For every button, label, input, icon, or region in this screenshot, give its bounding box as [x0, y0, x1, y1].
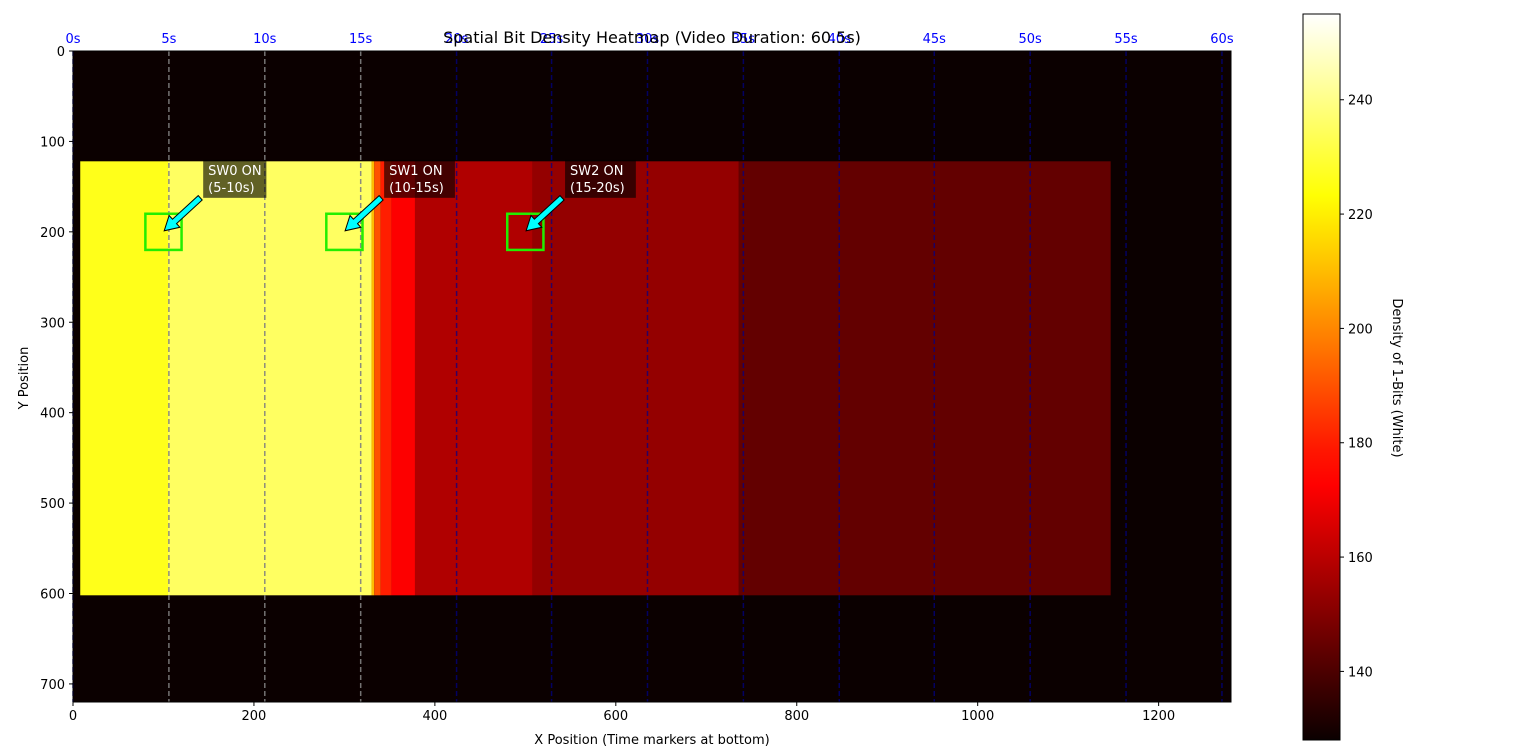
time-marker-label: 30s: [636, 32, 660, 47]
heatmap-column-7: [532, 161, 739, 596]
time-marker-label: 50s: [1018, 32, 1042, 47]
x-tick-label: 1000: [961, 709, 994, 724]
heatmap-column-8: [738, 161, 1111, 596]
x-tick-label: 0: [69, 709, 77, 724]
y-tick-label: 200: [40, 226, 65, 241]
x-tick-label: 400: [422, 709, 447, 724]
y-tick-label: 400: [40, 407, 65, 422]
heatmap-column-0: [80, 161, 168, 596]
time-marker-label: 5s: [161, 32, 176, 47]
heatmap-column-3: [374, 161, 381, 596]
time-marker-label: 10s: [253, 32, 277, 47]
y-tick-label: 100: [40, 135, 65, 150]
x-tick-label: 600: [603, 709, 628, 724]
time-marker-label: 45s: [923, 32, 947, 47]
y-tick-label: 0: [57, 45, 65, 60]
annotation-label: (5-10s): [208, 181, 254, 196]
y-tick-label: 300: [40, 316, 65, 331]
time-marker-label: 40s: [828, 32, 852, 47]
heatmap-column-2: [371, 161, 375, 596]
plot-layer: SW0 ON (5-10s) SW1 ON (10-15s) SW2 ON (15-20s…: [72, 51, 1231, 702]
y-tick-label: 500: [40, 497, 65, 512]
time-marker-label: 15s: [349, 32, 373, 47]
x-axis-title: X Position (Time markers at bottom): [534, 733, 769, 748]
highlight-box: [506, 212, 545, 252]
colorbar-tick-label: 160: [1348, 551, 1373, 566]
time-marker-label: 25s: [540, 32, 564, 47]
annotation-label-bg: [203, 159, 267, 198]
time-marker-label: 60s: [1210, 32, 1234, 47]
colorbar-tick-label: 240: [1348, 94, 1373, 109]
highlight-box: [325, 212, 364, 252]
y-tick-label: 600: [40, 588, 65, 603]
colorbar-tick-label: 180: [1348, 437, 1373, 452]
time-marker-label: 55s: [1114, 32, 1138, 47]
colorbar-tick-label: 200: [1348, 322, 1373, 337]
annotation-label: SW2 ON: [570, 164, 623, 179]
colorbar-title: Density of 1-Bits (White): [1389, 298, 1404, 457]
axes-layer: 0s 5s 10s 15s 20s 25s 30s 35s 40s 45s 50s 55s 60s 0 20…: [40, 32, 1234, 724]
heatmap-column-6: [414, 161, 533, 596]
y-tick-label: 700: [40, 678, 65, 693]
colorbar-layer: 140 160 180 200 220 240: [1302, 13, 1373, 741]
colorbar: [1302, 13, 1341, 741]
annotation-label: (15-20s): [570, 181, 625, 196]
annotation-arrow: [163, 194, 203, 232]
x-tick-label: 200: [242, 709, 267, 724]
time-marker-label: 35s: [732, 32, 756, 47]
y-axis-title: Y Position: [17, 347, 32, 411]
x-tick-label: 800: [784, 709, 809, 724]
annotation-label: SW0 ON: [208, 164, 261, 179]
colorbar-tick-label: 220: [1348, 208, 1373, 223]
annotation-label-bg: [384, 159, 455, 198]
annotation-arrow: [525, 194, 565, 232]
annotation-label: SW1 ON: [389, 164, 442, 179]
heatmap-column-5: [391, 161, 415, 596]
heatmap-column-4: [380, 161, 392, 596]
colorbar-tick-label: 140: [1348, 665, 1373, 680]
time-marker-label: 0s: [65, 32, 80, 47]
annotation-label-bg: [565, 159, 636, 198]
heatmap-column-1: [167, 161, 372, 596]
annotation-label: (10-15s): [389, 181, 444, 196]
highlight-box: [144, 212, 183, 252]
x-tick-label: 1200: [1142, 709, 1175, 724]
time-marker-label: 20s: [445, 32, 469, 47]
plot-frame: [72, 50, 1232, 703]
annotation-arrow: [344, 194, 384, 232]
chart-title: Spatial Bit Density Heatmap (Video Durat…: [443, 28, 861, 47]
